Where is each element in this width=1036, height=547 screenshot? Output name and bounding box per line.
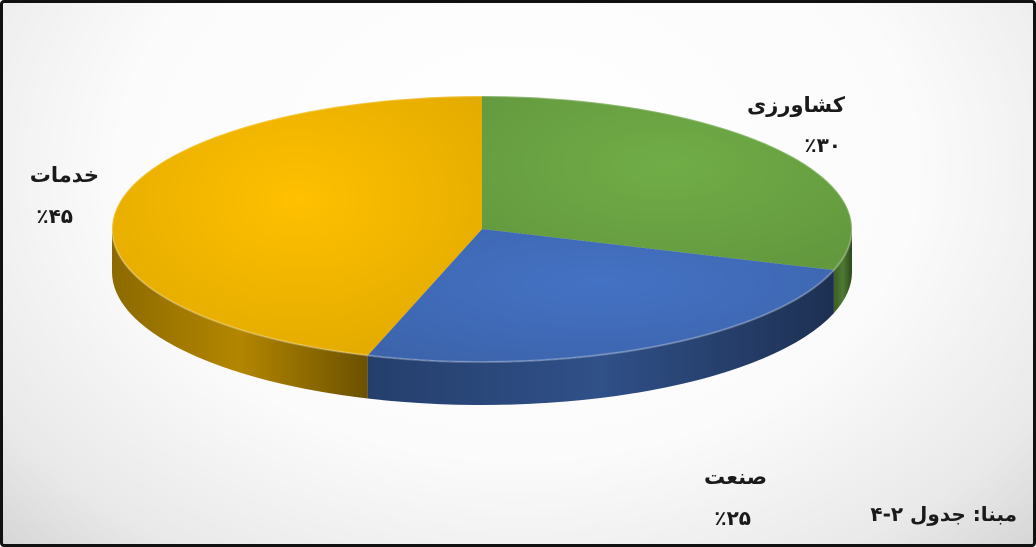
slice-label-services: خدمات bbox=[29, 163, 99, 187]
slice-value-industry: ٪۲۵ bbox=[714, 506, 751, 530]
pie-slice-2 bbox=[112, 95, 482, 356]
slice-value-services: ٪۴۵ bbox=[36, 204, 73, 228]
pie-slice-0 bbox=[482, 96, 853, 271]
pie-chart bbox=[111, 95, 853, 405]
pie-rim bbox=[111, 95, 853, 363]
slice-label-industry: صنعت bbox=[704, 465, 767, 489]
pie-side-0 bbox=[833, 229, 852, 314]
pie-top-faces bbox=[112, 95, 853, 362]
pie-side-walls bbox=[111, 229, 852, 405]
slice-value-agriculture: ٪۳۰ bbox=[804, 133, 841, 157]
source-note: مبنا: جدول ۲-۴ bbox=[870, 502, 1017, 526]
pie-side-1 bbox=[367, 270, 834, 405]
pie-slice-1 bbox=[367, 229, 834, 362]
pie-side-2 bbox=[111, 229, 368, 399]
slice-label-agriculture: کشاورزی bbox=[747, 93, 845, 117]
